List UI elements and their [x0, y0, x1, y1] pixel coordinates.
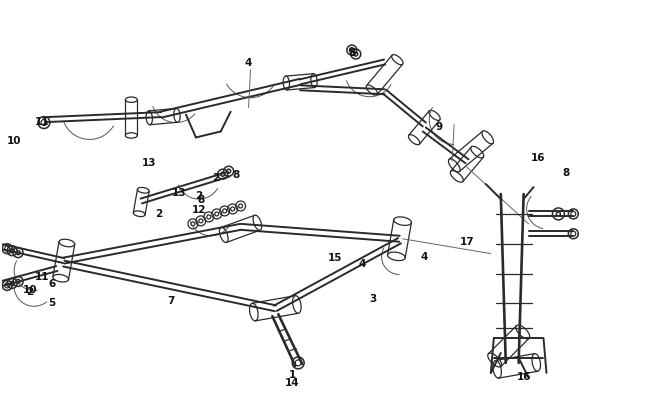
Text: 10: 10	[23, 285, 37, 295]
Text: 3: 3	[369, 294, 376, 304]
Text: 4: 4	[421, 251, 428, 261]
Text: 8: 8	[348, 48, 356, 58]
Text: 14: 14	[285, 377, 300, 387]
Text: 8: 8	[563, 168, 570, 178]
Text: 13: 13	[172, 188, 187, 198]
Text: 4: 4	[245, 58, 252, 68]
Text: 7: 7	[167, 296, 175, 305]
Text: 1: 1	[289, 369, 296, 379]
Text: 12: 12	[192, 205, 206, 214]
Text: 5: 5	[48, 298, 55, 307]
Text: 10: 10	[7, 136, 21, 146]
Text: 2: 2	[155, 209, 162, 218]
Text: 16: 16	[516, 371, 531, 381]
Text: 4: 4	[358, 258, 365, 268]
Text: 13: 13	[142, 158, 157, 168]
Text: 2: 2	[195, 191, 203, 200]
Text: 11: 11	[34, 116, 49, 126]
Text: 8: 8	[197, 194, 205, 205]
Text: 2: 2	[212, 173, 220, 183]
Text: 16: 16	[531, 153, 546, 163]
Text: 11: 11	[34, 272, 49, 282]
Text: 17: 17	[460, 236, 474, 246]
Text: 15: 15	[328, 252, 342, 262]
Text: 6: 6	[48, 279, 55, 289]
Text: 2: 2	[27, 287, 34, 296]
Text: 8: 8	[232, 170, 239, 180]
Text: 9: 9	[436, 121, 443, 131]
